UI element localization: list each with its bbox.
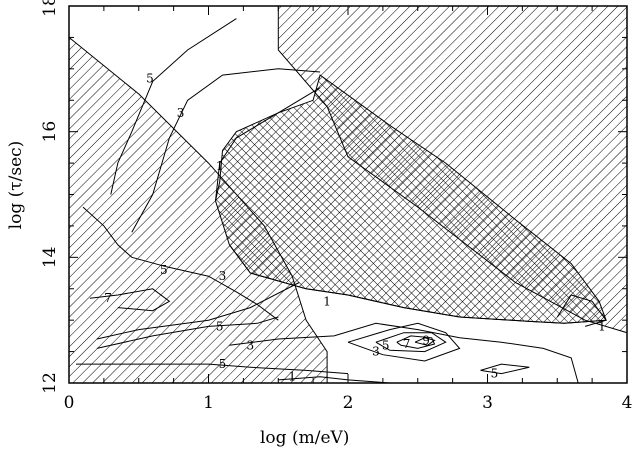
contour-label-6: 7 bbox=[104, 291, 112, 305]
contour-line-6 bbox=[89, 288, 171, 312]
contour-line-14 bbox=[414, 337, 436, 346]
contour-label-10: 5 bbox=[219, 357, 227, 371]
contour-line-7 bbox=[96, 282, 300, 340]
contour-label-15: 5 bbox=[491, 367, 499, 381]
contour-label-5: 5 bbox=[160, 263, 168, 277]
contour-line-1 bbox=[131, 68, 321, 233]
x-tick-label: 3 bbox=[482, 393, 493, 413]
contour-label-16: 1 bbox=[288, 370, 296, 384]
contour-label-13: 7 bbox=[403, 337, 411, 351]
contour-line-2 bbox=[215, 87, 321, 201]
contour-line-13 bbox=[396, 335, 436, 349]
contour-line-12 bbox=[375, 332, 447, 353]
contour-label-8: 5 bbox=[216, 319, 224, 333]
contour-line-8 bbox=[96, 316, 279, 349]
y-tick-label: 14 bbox=[40, 247, 60, 269]
y-axis-label: log (τ/sec) bbox=[6, 140, 26, 230]
contour-label-0: 5 bbox=[146, 71, 154, 85]
y-tick-label: 18 bbox=[40, 0, 60, 17]
x-axis-label: log (m/eV) bbox=[260, 428, 350, 448]
contour-label-14: 9 bbox=[422, 333, 430, 347]
contour-lines bbox=[76, 18, 607, 383]
contour-line-3 bbox=[228, 244, 607, 324]
contour-line-4 bbox=[556, 294, 607, 327]
x-tick-label: 2 bbox=[343, 393, 354, 413]
contour-line-10 bbox=[76, 363, 349, 375]
y-tick-label: 12 bbox=[40, 372, 60, 394]
y-tick-label: 16 bbox=[40, 121, 60, 143]
x-tick-label: 4 bbox=[622, 393, 633, 413]
contour-line-9 bbox=[229, 322, 579, 383]
contour-line-11 bbox=[347, 322, 461, 362]
contour-line-15 bbox=[480, 363, 530, 375]
contour-label-2: 1 bbox=[216, 159, 224, 173]
contour-label-12: 5 bbox=[382, 338, 390, 352]
contour-line-0 bbox=[110, 18, 237, 195]
contour-label-7: 3 bbox=[219, 269, 227, 283]
excluded-regions bbox=[69, 6, 627, 383]
contour-line-5 bbox=[82, 206, 279, 321]
contour-line-16 bbox=[278, 376, 390, 383]
x-tick-label: 1 bbox=[203, 393, 214, 413]
contour-label-11: 3 bbox=[372, 345, 380, 359]
x-tick-label: 0 bbox=[64, 393, 75, 413]
contour-label-3: 1 bbox=[323, 294, 331, 308]
contour-label-4: 1 bbox=[598, 319, 606, 333]
contour-label-1: 3 bbox=[177, 106, 185, 120]
contour-label-9: 3 bbox=[247, 338, 255, 352]
